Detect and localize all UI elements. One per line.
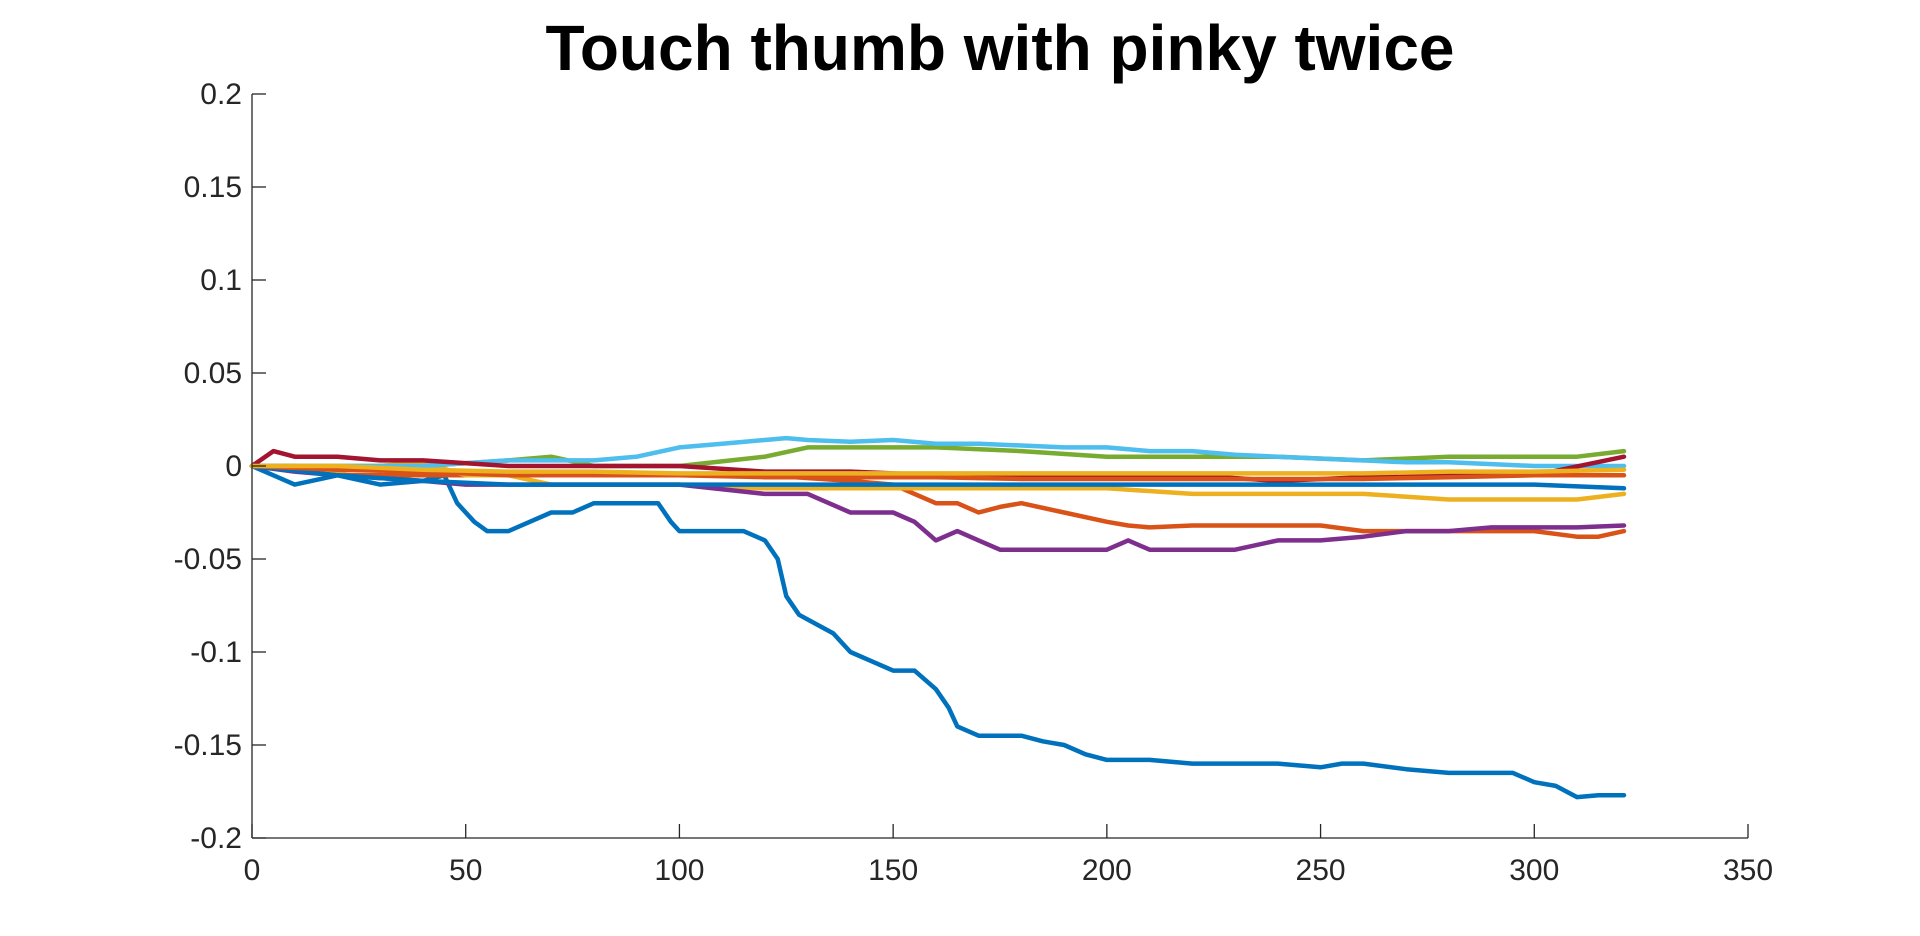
- x-tick-label: 0: [244, 854, 261, 887]
- x-tick-label: 100: [654, 854, 704, 887]
- y-tick-label: 0.05: [184, 357, 242, 390]
- y-tick-label: 0.2: [200, 78, 242, 111]
- x-tick-label: 200: [1082, 854, 1132, 887]
- x-tick-label: 300: [1509, 854, 1559, 887]
- series-line-1: [249, 463, 1627, 800]
- y-tick-label: -0.15: [174, 729, 242, 762]
- series-line-6: [249, 435, 1627, 469]
- series-line-8: [249, 463, 1627, 491]
- y-tick-label: -0.05: [174, 543, 242, 576]
- x-tick-label: 150: [868, 854, 918, 887]
- x-tick-label: 350: [1723, 854, 1773, 887]
- x-tick-label: 250: [1296, 854, 1346, 887]
- y-tick-label: -0.1: [190, 636, 242, 669]
- y-tick-label: 0: [225, 450, 242, 483]
- series-line-3: [249, 460, 1627, 502]
- x-tick-label: 50: [449, 854, 482, 887]
- series-layer: [249, 435, 1627, 800]
- series-line-10: [249, 463, 1627, 476]
- y-tick-label: 0.15: [184, 171, 242, 204]
- y-tick-label: -0.2: [190, 822, 242, 855]
- series-line-9: [249, 463, 1627, 482]
- y-tick-label: 0.1: [200, 264, 242, 297]
- axes-layer: 0.20.150.10.050-0.05-0.1-0.15-0.20 50 100 1…: [174, 78, 1773, 887]
- chart-title: Touch thumb with pinky twice: [545, 12, 1454, 84]
